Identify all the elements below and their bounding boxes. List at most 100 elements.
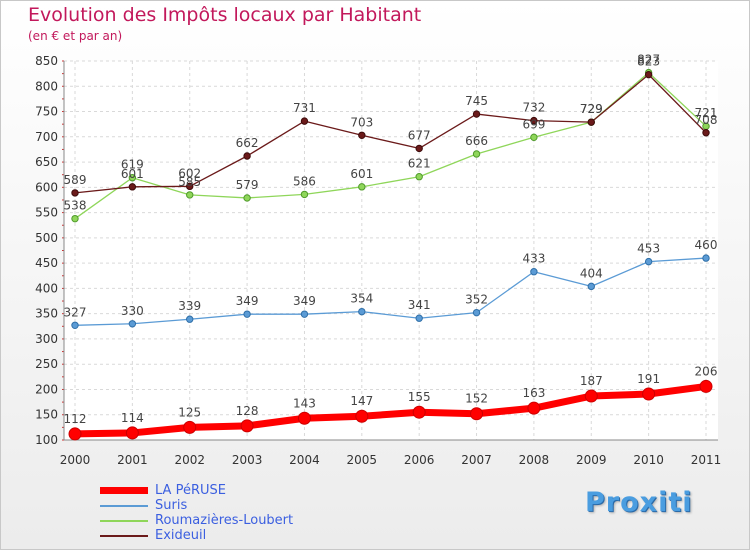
data-point-suris	[243, 310, 251, 318]
data-point-exideuil	[530, 116, 538, 125]
data-label-suris: 433	[522, 252, 545, 266]
data-label-roumazi-res-loubert: 579	[236, 178, 259, 192]
legend-item-suris: Suris	[100, 498, 400, 514]
data-label-la-p-ruse: 147	[350, 394, 373, 408]
chart-title: Evolution des Impôts locaux par Habitant	[28, 4, 422, 26]
data-point-suris	[128, 320, 137, 328]
data-label-exideuil: 703	[350, 115, 373, 129]
x-tick-label: 2011	[691, 453, 722, 467]
data-label-roumazi-res-loubert: 538	[64, 199, 87, 213]
data-label-suris: 453	[637, 242, 660, 256]
data-point-exideuil	[71, 189, 79, 197]
data-point-exideuil	[472, 110, 481, 118]
data-label-suris: 339	[178, 299, 201, 313]
data-label-suris: 349	[293, 294, 316, 308]
data-label-exideuil: 745	[465, 94, 488, 108]
data-point-la-p-ruse	[699, 379, 713, 393]
x-tick-label: 2001	[117, 453, 148, 467]
data-label-exideuil: 677	[408, 128, 431, 142]
legend-swatch-la-peruse	[100, 487, 148, 494]
legend-swatch-exideuil	[100, 535, 148, 537]
data-point-suris	[472, 308, 481, 317]
data-label-suris: 352	[465, 293, 488, 307]
data-label-roumazi-res-loubert: 827	[637, 53, 660, 67]
y-tick-label: 600	[35, 180, 58, 194]
data-point-suris	[71, 321, 79, 329]
data-label-la-p-ruse: 125	[178, 405, 201, 419]
y-tick-label: 350	[35, 307, 58, 321]
data-label-roumazi-res-loubert: 619	[121, 158, 144, 172]
y-tick-label: 500	[35, 231, 58, 245]
data-point-roumazi-res-loubert	[243, 194, 251, 202]
legend-label: LA PéRUSE	[155, 483, 226, 498]
y-tick-label: 750	[35, 105, 58, 119]
data-label-la-p-ruse: 152	[465, 392, 488, 406]
data-point-exideuil	[186, 182, 194, 191]
y-tick-label: 450	[35, 256, 58, 270]
data-point-suris	[530, 268, 538, 276]
x-tick-label: 2002	[174, 453, 205, 467]
y-tick-label: 100	[35, 433, 58, 447]
data-point-exideuil	[358, 131, 366, 139]
data-label-suris: 341	[408, 298, 431, 312]
data-label-roumazi-res-loubert: 729	[580, 102, 603, 116]
data-label-la-p-ruse: 163	[522, 386, 545, 400]
data-label-suris: 327	[64, 305, 87, 319]
x-tick-label: 2009	[576, 453, 607, 467]
data-label-la-p-ruse: 155	[408, 390, 431, 404]
data-point-roumazi-res-loubert	[300, 190, 309, 199]
data-label-exideuil: 732	[522, 101, 545, 115]
x-tick-label: 2003	[232, 453, 263, 467]
series-line-la-p-ruse	[71, 382, 710, 438]
data-label-roumazi-res-loubert: 666	[465, 134, 488, 148]
chart-legend: LA PéRUSE Suris Roumazières-Loubert Exid…	[100, 483, 400, 544]
data-point-exideuil	[644, 70, 653, 79]
data-label-suris: 460	[695, 238, 718, 252]
legend-swatch-suris	[100, 505, 148, 507]
data-label-la-p-ruse: 206	[695, 364, 718, 378]
data-label-roumazi-res-loubert: 585	[178, 175, 201, 189]
data-label-la-p-ruse: 114	[121, 411, 144, 425]
series-line-exideuil	[74, 73, 707, 194]
data-label-exideuil: 602	[178, 166, 201, 180]
data-point-roumazi-res-loubert	[530, 133, 538, 142]
data-label-roumazi-res-loubert: 586	[293, 174, 316, 188]
data-point-exideuil	[702, 129, 710, 137]
data-point-la-p-ruse	[642, 387, 656, 401]
data-point-suris	[415, 314, 423, 322]
legend-label: Roumazières-Loubert	[155, 513, 294, 528]
data-point-roumazi-res-loubert	[358, 183, 366, 191]
data-point-la-p-ruse	[355, 409, 369, 423]
data-point-exideuil	[300, 117, 309, 125]
y-tick-label: 800	[35, 79, 58, 93]
data-point-roumazi-res-loubert	[186, 191, 194, 199]
data-point-roumazi-res-loubert	[472, 150, 481, 158]
data-label-la-p-ruse: 128	[236, 404, 259, 418]
x-tick-label: 2008	[519, 453, 550, 467]
data-label-suris: 330	[121, 304, 144, 318]
data-point-exideuil	[587, 118, 595, 126]
data-point-exideuil	[415, 144, 423, 153]
data-point-la-p-ruse	[68, 427, 82, 441]
y-tick-label: 650	[35, 155, 58, 169]
y-tick-label: 700	[35, 130, 58, 144]
x-tick-label: 2004	[289, 453, 320, 467]
data-point-suris	[702, 254, 710, 262]
data-point-suris	[358, 307, 366, 316]
data-point-roumazi-res-loubert	[128, 174, 137, 182]
x-tick-label: 2007	[461, 453, 492, 467]
data-point-la-p-ruse	[240, 419, 254, 433]
data-point-exideuil	[128, 183, 137, 191]
data-label-roumazi-res-loubert: 621	[408, 157, 431, 171]
y-tick-label: 200	[35, 382, 58, 396]
data-point-suris	[644, 257, 653, 266]
data-point-suris	[186, 315, 194, 323]
y-tick-label: 550	[35, 206, 58, 220]
data-label-la-p-ruse: 143	[293, 396, 316, 410]
data-label-la-p-ruse: 191	[637, 372, 660, 386]
data-label-roumazi-res-loubert: 601	[350, 167, 373, 181]
legend-label: Suris	[155, 498, 188, 513]
data-label-exideuil: 662	[236, 136, 259, 150]
data-point-la-p-ruse	[470, 407, 484, 421]
data-label-exideuil: 823	[637, 55, 660, 69]
